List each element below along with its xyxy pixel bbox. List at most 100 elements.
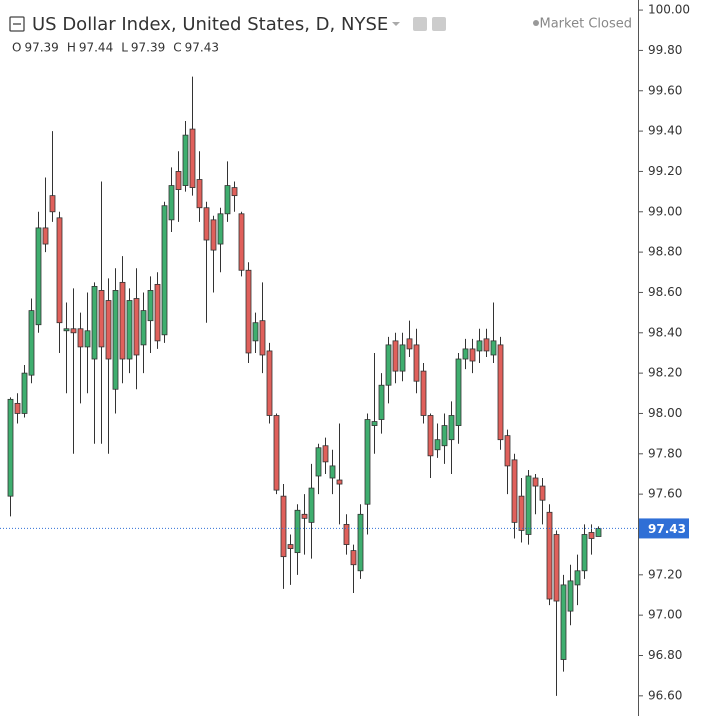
settings-icon[interactable] [432, 17, 446, 31]
candle-body [49, 195, 56, 213]
collapse-icon[interactable] [9, 16, 25, 32]
y-tick-label: 99.40 [648, 124, 682, 138]
candle-body [504, 435, 511, 467]
candle-body [343, 523, 350, 545]
candle-body [385, 344, 392, 386]
y-tick-label: 97.80 [648, 446, 682, 460]
candle-body [399, 344, 406, 372]
last-price-label: 97.43 [648, 522, 686, 536]
candle-body [546, 511, 553, 600]
y-tick-label: 98.80 [648, 245, 682, 259]
candle-body [112, 290, 119, 390]
candle-body [329, 465, 336, 479]
candle-body [539, 485, 546, 501]
candle-body [224, 185, 231, 215]
visibility-icon[interactable] [413, 17, 427, 31]
candle-body [28, 310, 35, 376]
y-tick-label: 100.00 [648, 3, 690, 17]
candle-body [511, 459, 518, 523]
y-tick-label: 96.60 [648, 688, 682, 702]
candle-body [287, 544, 294, 549]
candle-body [483, 338, 490, 352]
candle-body [231, 187, 238, 197]
y-tick-label: 96.80 [648, 648, 682, 662]
plot-area [0, 76, 638, 696]
candle-body [196, 179, 203, 209]
candle-body [84, 330, 91, 348]
ohlc-value: 97.44 [79, 41, 113, 55]
last-price-box [639, 518, 689, 539]
price-axis: 96.6096.8097.0097.2097.4097.6097.8098.00… [638, 3, 690, 702]
candle-body [161, 205, 168, 336]
candle-body [497, 344, 504, 441]
candle-body [560, 584, 567, 660]
candle-body [434, 439, 441, 451]
candle-body [525, 475, 532, 535]
candle-body [147, 290, 154, 322]
candle-body [413, 344, 420, 382]
candle-body [14, 402, 21, 414]
y-tick-label: 99.20 [648, 164, 682, 178]
candle-body [567, 580, 574, 612]
candle-body [238, 213, 245, 271]
candle-body [455, 358, 462, 426]
candle-body [273, 415, 280, 491]
chart-title: US Dollar Index, United States, D, NYSE [32, 14, 388, 35]
candle-body [245, 269, 252, 354]
candle-body [574, 570, 581, 586]
ohlc-value: 97.39 [24, 41, 58, 55]
candle-body [469, 348, 476, 362]
candle-body [119, 281, 126, 360]
candle-body [56, 217, 63, 324]
candle-body [168, 185, 175, 221]
candle-body [553, 534, 560, 602]
ohlc-readout: O 97.39 H 97.44 L 97.39 C 97.43 [12, 41, 219, 55]
candle-body [98, 290, 105, 348]
candle-body [154, 283, 161, 342]
candle-body [364, 419, 371, 505]
candle-body [441, 425, 448, 447]
candle-body [595, 528, 602, 537]
y-tick-label: 98.20 [648, 366, 682, 380]
candle-body [406, 338, 413, 350]
candle-body [581, 534, 588, 572]
candle-body [301, 513, 308, 519]
candle-body [217, 213, 224, 245]
ohlc-key: O [12, 41, 21, 55]
candle-body [210, 219, 217, 251]
candle-body [322, 445, 329, 463]
dropdown-arrow[interactable] [392, 22, 400, 26]
candle-body [392, 340, 399, 372]
y-tick-label: 99.00 [648, 204, 682, 218]
candle-body [350, 550, 357, 566]
candle-body [203, 207, 210, 241]
status-dot [533, 20, 539, 26]
candle-body [378, 384, 385, 420]
y-tick-label: 97.00 [648, 608, 682, 622]
ohlc-key: C [173, 41, 181, 55]
candle-body [371, 421, 378, 426]
candle-body [315, 447, 322, 477]
ohlc-value: 97.39 [131, 41, 165, 55]
candle-body [420, 370, 427, 416]
candle-body [427, 415, 434, 457]
candle-body [490, 340, 497, 356]
candle-body [105, 300, 112, 360]
candle-body [7, 398, 14, 497]
candle-body [252, 322, 259, 342]
candle-body [35, 227, 42, 326]
candle-body [175, 171, 182, 190]
candle-body [70, 328, 77, 334]
y-tick-label: 97.20 [648, 567, 682, 581]
candle-body [336, 479, 343, 485]
candle-body [42, 227, 49, 245]
candle-body [532, 477, 539, 487]
y-tick-label: 97.60 [648, 487, 682, 501]
ohlc-key: L [121, 41, 128, 55]
y-tick-label: 98.40 [648, 325, 682, 339]
candle-body [189, 128, 196, 188]
candle-body [182, 134, 189, 186]
candle-body [259, 320, 266, 356]
y-tick-label: 98.00 [648, 406, 682, 420]
